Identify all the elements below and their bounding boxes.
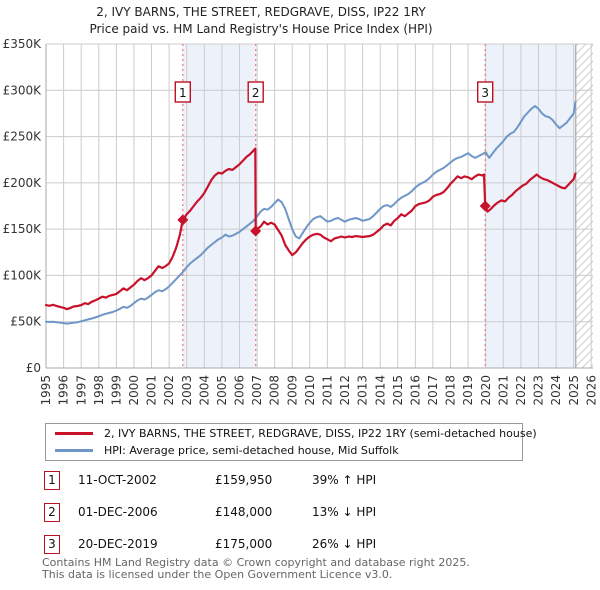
- chart-legend: 2, IVY BARNS, THE STREET, REDGRAVE, DISS…: [45, 423, 537, 461]
- legend-item-hpi: HPI: Average price, semi-detached house,…: [46, 443, 522, 458]
- x-axis-tick-label: 2009: [285, 375, 299, 406]
- transaction-price: £148,000: [215, 505, 273, 519]
- future-hatch-region: [575, 44, 593, 368]
- sale-point-diamond: [177, 214, 189, 226]
- hpi-line: [45, 101, 577, 325]
- x-axis-tick-label: 2019: [461, 375, 475, 406]
- x-axis-tick-label: 2008: [268, 375, 282, 406]
- x-axis-tick-label: 2013: [356, 375, 370, 406]
- price-chart: £0 £50K £100K £150K £200K £250K £300K £350K 1995…: [3, 38, 599, 406]
- y-axis-tick-label: £50K: [10, 315, 42, 329]
- x-axis-tick-label: 2011: [320, 375, 334, 406]
- x-axis-tick-label: 2000: [127, 375, 141, 406]
- y-axis-tick-label: £200K: [3, 176, 43, 190]
- x-axis-tick-label: 2021: [496, 375, 510, 406]
- x-axis-tick-label: 2024: [549, 375, 563, 406]
- legend-label-hpi: HPI: Average price, semi-detached house,…: [104, 444, 399, 457]
- x-axis-tick-label: 2016: [408, 375, 422, 406]
- transaction-price: £175,000: [215, 537, 273, 551]
- transaction-row: 3 20-DEC-2019 £175,000 26% ↓ HPI: [44, 535, 564, 555]
- licence-notice: This data is licensed under the Open Gov…: [42, 568, 393, 581]
- x-axis-tick-label: 2006: [233, 375, 247, 406]
- transaction-marker-3: 3: [44, 535, 60, 554]
- x-axis-tick-label: 1997: [74, 375, 88, 406]
- sale-point-diamond: [479, 200, 491, 212]
- x-axis-tick-label: 2018: [444, 375, 458, 406]
- x-axis-tick-label: 2003: [180, 375, 194, 406]
- transaction-date: 01-DEC-2006: [78, 505, 158, 519]
- sale-marker-number: 2: [252, 86, 260, 100]
- x-axis-tick-label: 2025: [567, 375, 581, 406]
- y-axis-tick-label: £100K: [3, 268, 43, 282]
- price-line: [44, 147, 577, 311]
- x-axis-tick-label: 2026: [584, 375, 598, 406]
- transaction-hpi-delta: 26% ↓ HPI: [312, 537, 377, 551]
- transaction-hpi-delta: 13% ↓ HPI: [312, 505, 377, 519]
- legend-label-property: 2, IVY BARNS, THE STREET, REDGRAVE, DISS…: [104, 427, 537, 440]
- x-axis-tick-label: 2012: [338, 375, 352, 406]
- transaction-row: 2 01-DEC-2006 £148,000 13% ↓ HPI: [44, 503, 564, 523]
- legend-item-property: 2, IVY BARNS, THE STREET, REDGRAVE, DISS…: [46, 426, 537, 441]
- x-axis-tick-label: 2005: [215, 375, 229, 406]
- transaction-price: £159,950: [215, 473, 273, 487]
- transaction-marker-2: 2: [44, 503, 60, 522]
- y-axis-tick-label: £350K: [3, 38, 43, 51]
- transaction-row: 1 11-OCT-2002 £159,950 39% ↑ HPI: [44, 471, 564, 491]
- shaded-band: [485, 44, 576, 368]
- x-axis-tick-label: 1999: [109, 375, 123, 406]
- sale-point-diamond: [250, 225, 262, 237]
- sale-marker-number: 3: [481, 86, 489, 100]
- page-title: 2, IVY BARNS, THE STREET, REDGRAVE, DISS…: [96, 5, 426, 19]
- sale-marker-box: [477, 81, 494, 103]
- x-axis-tick-label: 2004: [197, 375, 211, 406]
- x-axis-tick-label: 2020: [479, 375, 493, 406]
- sale-marker-box: [174, 81, 192, 103]
- x-axis-tick-label: 2017: [426, 375, 440, 406]
- x-axis-tick-label: 2001: [145, 375, 159, 406]
- sale-marker-number: 1: [179, 86, 187, 100]
- x-axis-tick-label: 2014: [373, 375, 387, 406]
- x-axis-tick-label: 2015: [391, 375, 405, 406]
- y-axis-tick-label: £0: [26, 361, 41, 375]
- transaction-date: 11-OCT-2002: [78, 473, 157, 487]
- hpi-line-swatch-icon: [55, 449, 93, 452]
- property-line-swatch-icon: [55, 432, 93, 435]
- sale-marker-box: [247, 81, 264, 103]
- transaction-date: 20-DEC-2019: [78, 537, 158, 551]
- page-subtitle: Price paid vs. HM Land Registry's House …: [89, 22, 433, 36]
- copyright-notice: Contains HM Land Registry data © Crown c…: [42, 556, 470, 569]
- y-axis-tick-label: £300K: [3, 83, 43, 97]
- x-axis-tick-label: 1995: [39, 375, 53, 406]
- y-axis-tick-label: £150K: [3, 222, 43, 236]
- x-axis-tick-label: 1996: [57, 375, 71, 406]
- x-axis-tick-label: 2010: [303, 375, 317, 406]
- x-axis-tick-label: 2022: [514, 375, 528, 406]
- x-axis-tick-label: 2023: [532, 375, 546, 406]
- transaction-hpi-delta: 39% ↑ HPI: [312, 473, 377, 487]
- x-axis-tick-label: 2007: [250, 375, 264, 406]
- y-axis-tick-label: £250K: [3, 130, 43, 144]
- x-axis-tick-label: 1998: [92, 375, 106, 406]
- transaction-marker-1: 1: [44, 471, 60, 490]
- x-axis-tick-label: 2002: [162, 375, 176, 406]
